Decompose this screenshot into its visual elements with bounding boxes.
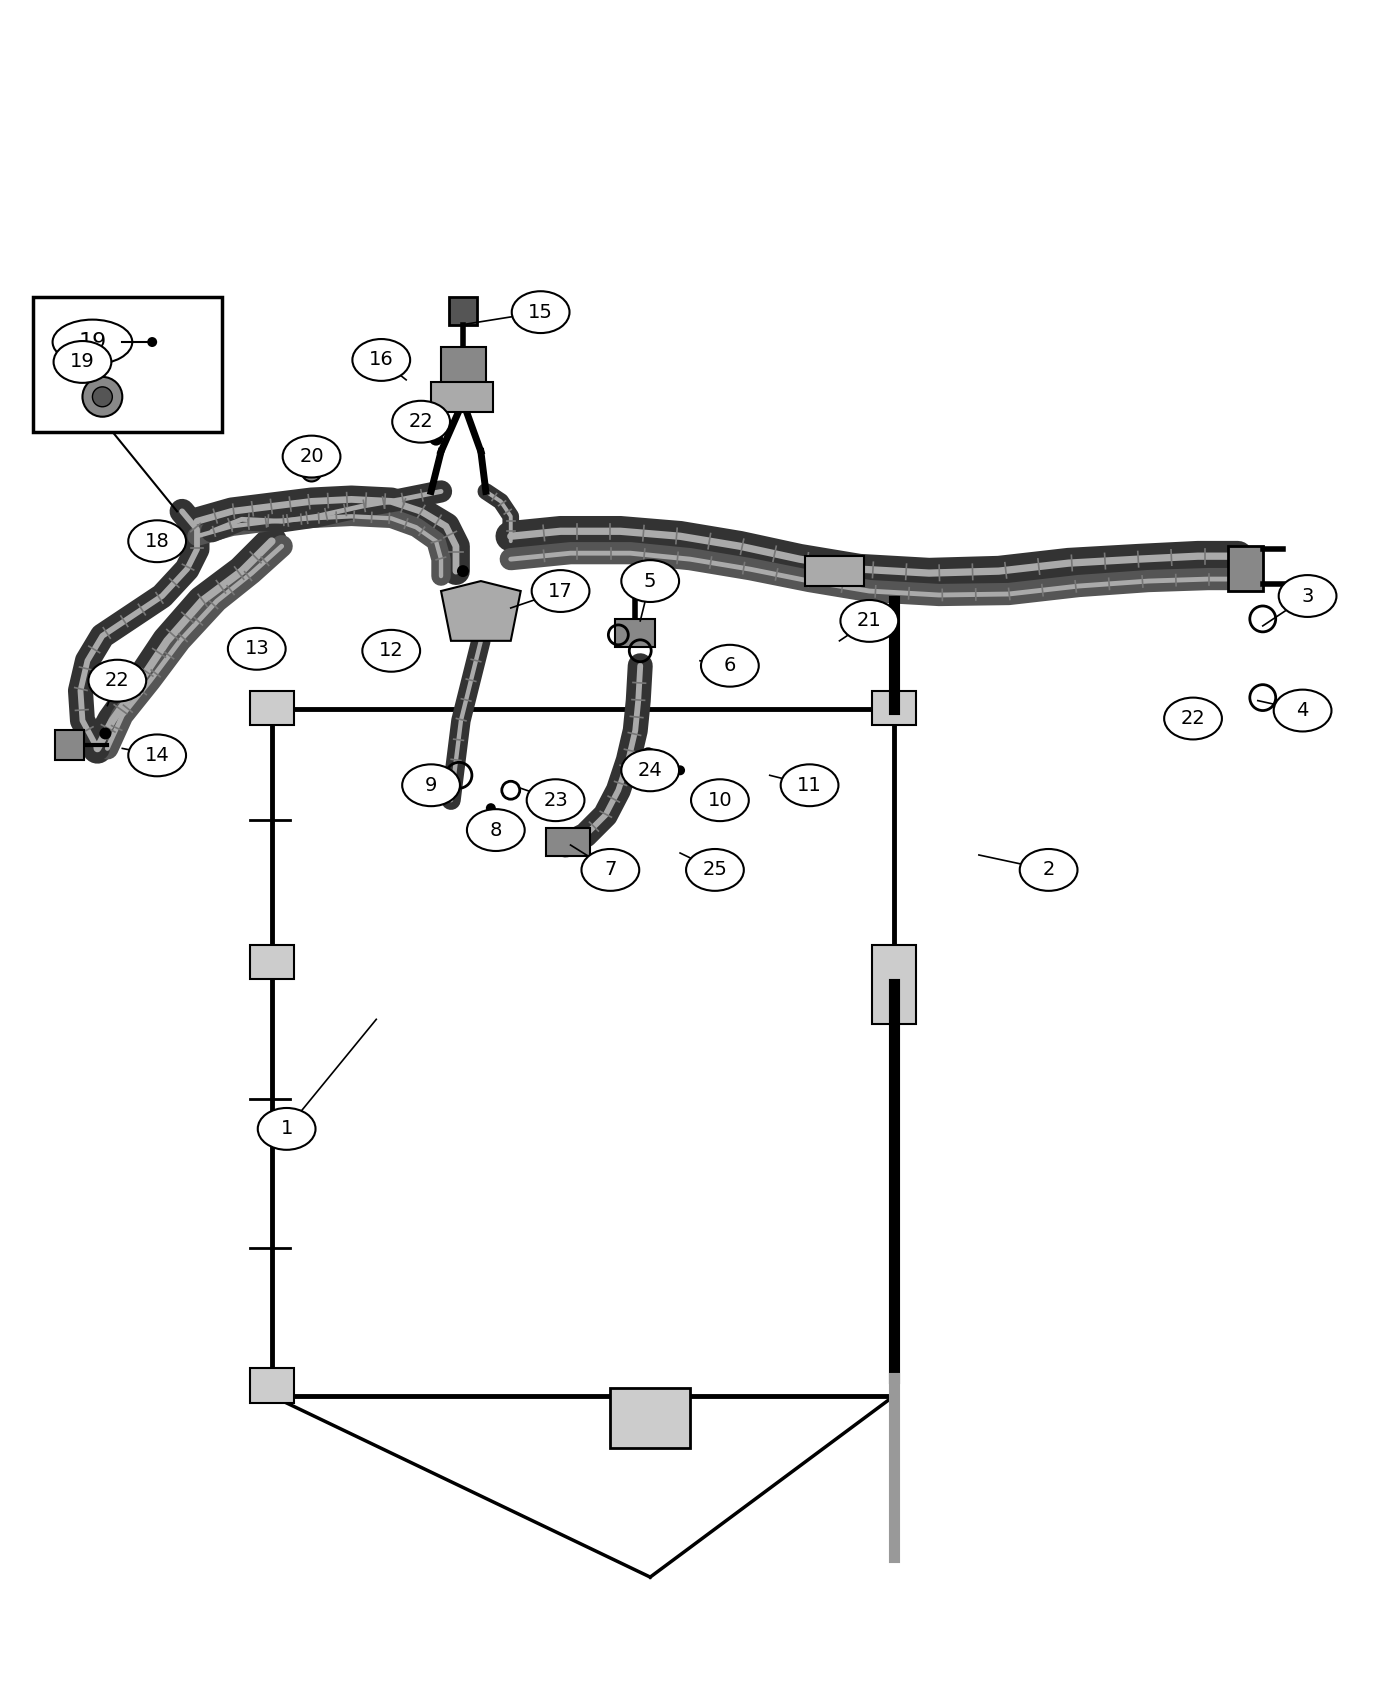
Text: 8: 8 <box>490 821 503 840</box>
FancyBboxPatch shape <box>610 1387 690 1448</box>
Ellipse shape <box>692 779 749 821</box>
FancyBboxPatch shape <box>1228 546 1263 592</box>
Text: 19: 19 <box>78 332 106 352</box>
Ellipse shape <box>53 320 132 364</box>
Ellipse shape <box>622 561 679 602</box>
FancyBboxPatch shape <box>249 690 294 726</box>
Text: 23: 23 <box>543 790 568 809</box>
Ellipse shape <box>526 779 584 821</box>
Ellipse shape <box>622 750 679 791</box>
Circle shape <box>83 377 122 416</box>
Text: 10: 10 <box>707 790 732 809</box>
Ellipse shape <box>532 570 589 612</box>
FancyBboxPatch shape <box>616 619 655 646</box>
Text: 20: 20 <box>300 447 323 466</box>
Circle shape <box>92 388 112 406</box>
Text: 19: 19 <box>70 352 95 371</box>
Text: 21: 21 <box>857 612 882 631</box>
Ellipse shape <box>228 627 286 670</box>
Text: 1: 1 <box>280 1119 293 1139</box>
Ellipse shape <box>686 848 743 891</box>
Text: 13: 13 <box>245 639 269 658</box>
Circle shape <box>147 337 157 347</box>
Text: 25: 25 <box>703 860 728 879</box>
Ellipse shape <box>129 520 186 563</box>
Ellipse shape <box>581 848 640 891</box>
Ellipse shape <box>701 644 759 687</box>
FancyBboxPatch shape <box>55 731 84 760</box>
Text: 22: 22 <box>409 411 434 432</box>
Text: 3: 3 <box>1302 586 1313 605</box>
Ellipse shape <box>1165 697 1222 740</box>
Ellipse shape <box>88 660 146 702</box>
Ellipse shape <box>1019 848 1078 891</box>
Circle shape <box>301 461 322 481</box>
FancyBboxPatch shape <box>449 298 477 325</box>
Ellipse shape <box>53 342 112 383</box>
FancyBboxPatch shape <box>546 828 591 857</box>
Ellipse shape <box>363 631 420 672</box>
Ellipse shape <box>258 1108 315 1149</box>
Text: 14: 14 <box>144 746 169 765</box>
Ellipse shape <box>1278 575 1337 617</box>
Text: 11: 11 <box>797 775 822 796</box>
Ellipse shape <box>129 734 186 777</box>
Circle shape <box>675 765 685 775</box>
Circle shape <box>486 802 496 813</box>
Ellipse shape <box>1274 690 1331 731</box>
Text: 9: 9 <box>424 775 437 796</box>
Text: 12: 12 <box>379 641 403 660</box>
FancyBboxPatch shape <box>441 347 486 401</box>
FancyBboxPatch shape <box>805 556 864 586</box>
Ellipse shape <box>840 600 899 643</box>
Ellipse shape <box>353 338 410 381</box>
Text: 22: 22 <box>1180 709 1205 728</box>
Ellipse shape <box>392 401 449 442</box>
Circle shape <box>456 564 469 576</box>
Ellipse shape <box>781 765 839 806</box>
FancyBboxPatch shape <box>872 690 916 726</box>
Polygon shape <box>441 581 521 641</box>
Ellipse shape <box>468 809 525 852</box>
FancyBboxPatch shape <box>431 382 493 411</box>
Text: 5: 5 <box>644 571 657 590</box>
FancyBboxPatch shape <box>249 945 294 979</box>
Ellipse shape <box>402 765 461 806</box>
FancyBboxPatch shape <box>32 298 223 432</box>
FancyBboxPatch shape <box>872 945 916 1025</box>
Ellipse shape <box>283 435 340 478</box>
FancyBboxPatch shape <box>249 1368 294 1402</box>
Ellipse shape <box>512 291 570 333</box>
Text: 4: 4 <box>1296 700 1309 721</box>
Circle shape <box>99 728 112 740</box>
Text: 18: 18 <box>144 532 169 551</box>
Text: 22: 22 <box>105 672 130 690</box>
Text: 16: 16 <box>368 350 393 369</box>
Text: 17: 17 <box>549 581 573 600</box>
Circle shape <box>641 748 655 762</box>
Circle shape <box>428 432 442 445</box>
Text: 2: 2 <box>1043 860 1054 879</box>
Text: 7: 7 <box>605 860 616 879</box>
Text: 24: 24 <box>638 762 662 780</box>
Text: 15: 15 <box>528 303 553 321</box>
Text: 6: 6 <box>724 656 736 675</box>
